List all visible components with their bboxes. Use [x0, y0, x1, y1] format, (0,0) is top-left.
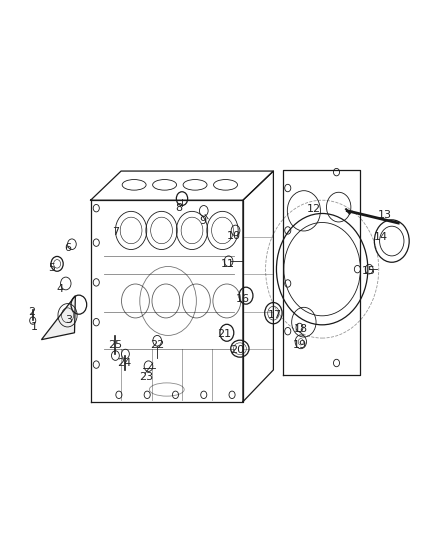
Text: 13: 13	[378, 209, 392, 220]
Text: 4: 4	[57, 284, 64, 294]
Text: 10: 10	[227, 231, 241, 241]
Text: 15: 15	[362, 266, 376, 276]
Text: 16: 16	[236, 294, 250, 304]
Text: 12: 12	[307, 204, 321, 214]
Text: 2: 2	[28, 306, 35, 317]
Text: 6: 6	[64, 243, 71, 253]
Text: 1: 1	[31, 322, 38, 333]
Text: 20: 20	[230, 345, 244, 356]
Text: 5: 5	[48, 263, 55, 272]
Text: 7: 7	[112, 227, 119, 237]
Text: 11: 11	[221, 259, 235, 269]
Text: 19: 19	[293, 340, 307, 350]
Text: 25: 25	[108, 340, 123, 350]
Text: 3: 3	[65, 314, 72, 325]
Text: 14: 14	[374, 232, 388, 243]
Text: 24: 24	[117, 358, 131, 368]
Text: 17: 17	[268, 310, 282, 320]
Text: 18: 18	[294, 324, 308, 334]
Text: 23: 23	[139, 372, 153, 382]
Text: 21: 21	[217, 329, 231, 340]
Text: 9: 9	[199, 216, 206, 227]
Polygon shape	[42, 296, 75, 340]
Text: 8: 8	[175, 203, 183, 213]
Text: 22: 22	[150, 340, 164, 350]
